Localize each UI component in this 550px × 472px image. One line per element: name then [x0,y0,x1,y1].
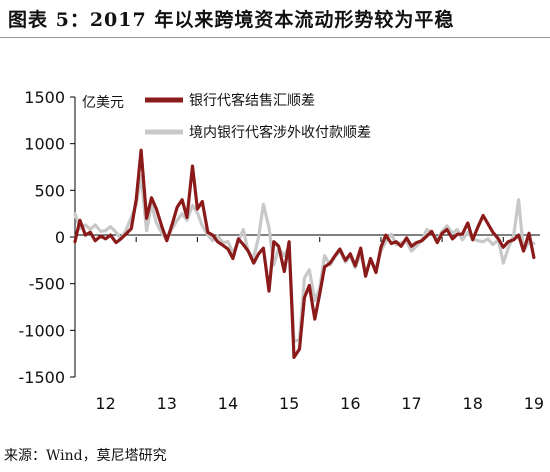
y-tick-label: 1500 [24,88,65,107]
y-tick-label: -1000 [19,321,66,340]
x-tick-label: 16 [340,394,360,413]
x-tick-label: 13 [157,394,177,413]
y-tick-label: 1000 [24,135,65,154]
legend-label: 银行代客结售汇顺差 [189,92,315,109]
y-tick-label: 0 [55,228,65,247]
x-tick-label: 15 [279,394,299,413]
x-tick-label: 12 [95,394,115,413]
series-lines [73,148,536,359]
y-tick-label: -1500 [19,368,66,387]
x-tick-label: 18 [463,394,483,413]
title-divider [0,37,550,38]
series-line-settlement-surplus [73,148,536,359]
y-axis-unit-label: 亿美元 [82,95,124,111]
x-tick-label: 17 [401,394,421,413]
figure-title: 图表 5：2017 年以来跨境资本流动形势较为平稳 [8,9,455,31]
y-tick-label: -500 [29,275,65,294]
x-tick-label: 14 [218,394,238,413]
legend-label: 境内银行代客涉外收付款顺差 [189,124,371,141]
y-axis-ticks: 1500 1000 500 0 -500 -1000 -1500 [19,88,75,387]
chart-container: 1500 1000 500 0 -500 -1000 -1500 12 13 14 15 16 17 1… [0,42,550,427]
x-axis-ticks: 12 13 14 15 16 17 18 19 [74,237,544,413]
x-tick-label: 19 [524,394,544,413]
y-tick-label: 500 [34,181,65,200]
source-note: 来源：Wind，莫尼塔研究 [4,448,167,464]
